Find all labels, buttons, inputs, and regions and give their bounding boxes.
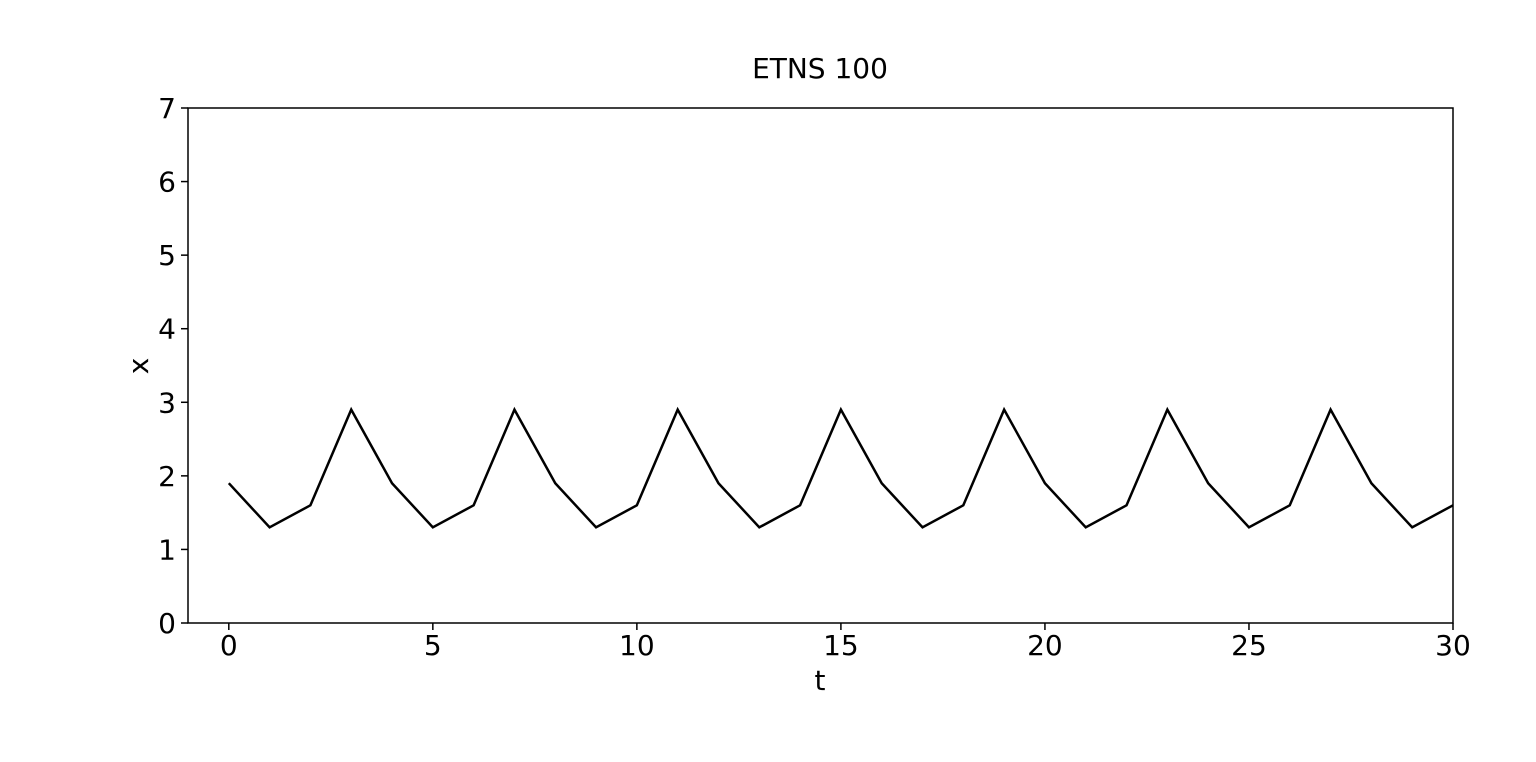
plot-area: 0 1 2 3 4 5 6 7 0 5 10 15 20 25 30 <box>158 92 1471 662</box>
x-axis-label: t <box>815 664 826 697</box>
series-layer <box>227 406 1454 529</box>
y-tick-label: 0 <box>158 607 176 640</box>
series-line <box>227 406 1454 529</box>
y-tick-label: 3 <box>158 386 176 419</box>
x-tick-label: 5 <box>424 629 442 662</box>
y-tick-label: 7 <box>158 92 176 125</box>
plot-frame <box>187 107 1454 624</box>
y-tick-label: 4 <box>158 313 176 346</box>
x-tick-label: 30 <box>1435 629 1471 662</box>
x-tick-label: 20 <box>1027 629 1063 662</box>
y-tick-label: 6 <box>158 166 176 199</box>
x-tick-label: 10 <box>619 629 655 662</box>
y-tick-label: 1 <box>158 533 176 566</box>
y-tick-label: 2 <box>158 460 176 493</box>
x-tick-label: 15 <box>823 629 859 662</box>
y-axis-label: x <box>122 358 155 375</box>
x-tick-label: 0 <box>220 629 238 662</box>
x-tick-label: 25 <box>1231 629 1267 662</box>
y-tick-label: 5 <box>158 239 176 272</box>
chart-title: ETNS 100 <box>752 52 888 85</box>
x-axis: 0 5 10 15 20 25 30 <box>220 623 1471 662</box>
y-axis: 0 1 2 3 4 5 6 7 <box>158 92 188 640</box>
